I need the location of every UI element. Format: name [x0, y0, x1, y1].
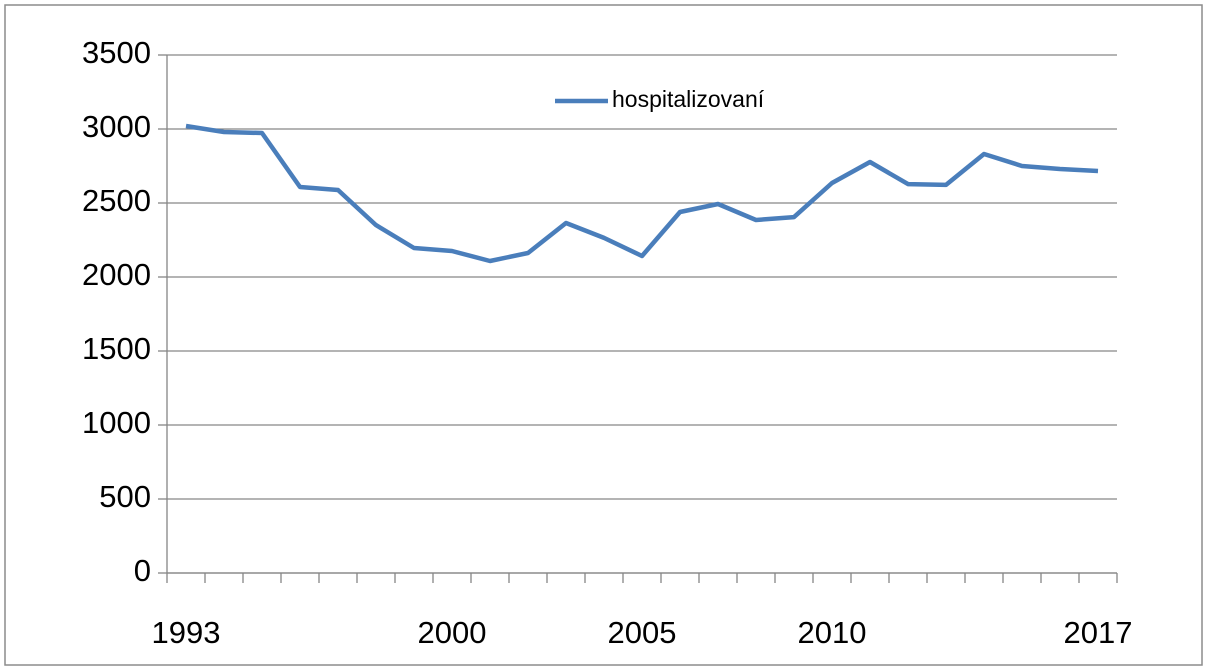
chart-frame [4, 4, 1203, 666]
x-tick-label: 1993 [152, 615, 221, 650]
y-tick-label: 1000 [82, 405, 151, 440]
y-tick-label: 2500 [82, 183, 151, 218]
series-line [185, 123, 1099, 264]
x-tick-label: 2017 [1064, 615, 1133, 650]
x-tick-label: 2000 [418, 615, 487, 650]
y-tick-label: 500 [99, 479, 151, 514]
y-tick-label: 2000 [82, 257, 151, 292]
y-tick-label: 1500 [82, 331, 151, 366]
y-tick-label: 3500 [82, 35, 151, 70]
x-tick-label: 2010 [798, 615, 867, 650]
y-tick-label: 3000 [82, 109, 151, 144]
y-tick-label: 0 [134, 553, 151, 588]
legend-label: hospitalizovaní [612, 86, 765, 112]
x-tick-label: 2005 [608, 615, 677, 650]
